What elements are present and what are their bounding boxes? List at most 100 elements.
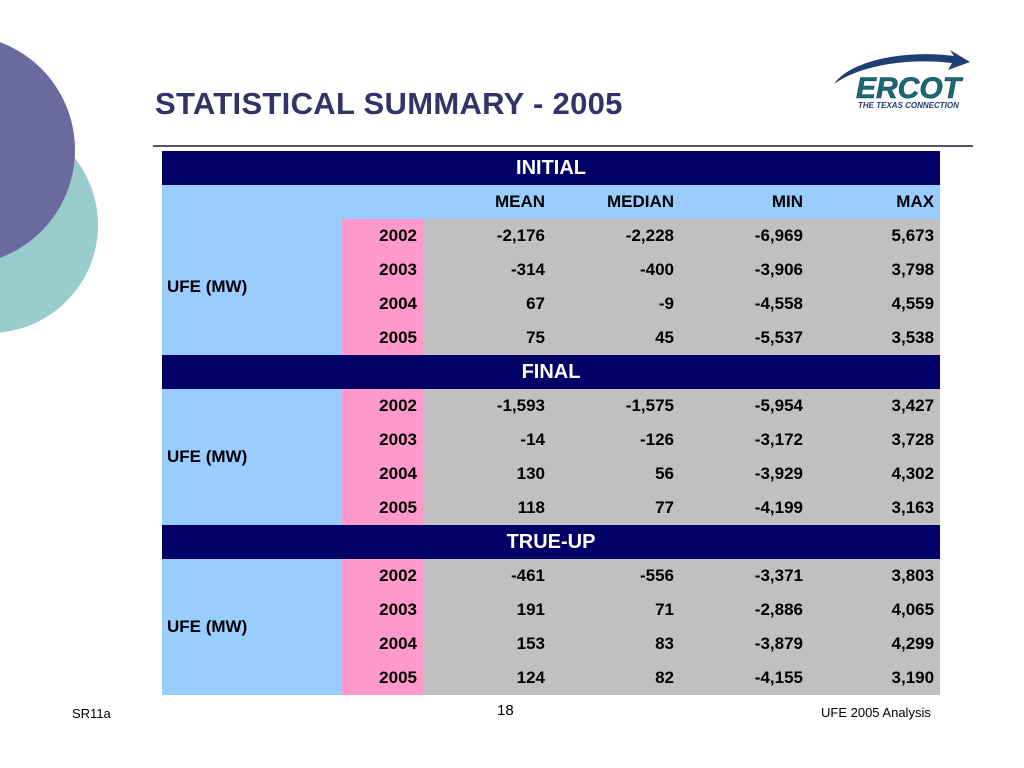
median-cell: -2,228 [551,219,680,253]
median-cell: -400 [551,253,680,287]
section-header-row: TRUE-UP [162,525,941,559]
table-row: 2005 118 77 -4,199 3,163 [162,491,941,525]
min-cell: -5,954 [680,389,809,423]
min-cell: -3,906 [680,253,809,287]
year-cell: 2002 [342,559,423,593]
year-cell: 2003 [342,253,423,287]
mean-cell: -1,593 [423,389,551,423]
year-cell: 2004 [342,627,423,661]
max-cell: 3,728 [809,423,941,457]
footer-title: UFE 2005 Analysis [821,705,931,720]
median-cell: 77 [551,491,680,525]
min-cell: -6,969 [680,219,809,253]
mean-cell: -461 [423,559,551,593]
year-cell: 2002 [342,389,423,423]
max-cell: 4,299 [809,627,941,661]
statistical-summary-table: INITIAL MEAN MEDIAN MIN MAX UFE (MW) 2002 -2,17… [162,151,941,695]
page-number: 18 [497,702,514,719]
max-cell: 3,538 [809,321,941,355]
purple-circle [0,42,75,258]
table-row: 2004 130 56 -3,929 4,302 [162,457,941,491]
median-cell: -556 [551,559,680,593]
section-header-row: INITIAL [162,151,941,185]
max-cell: 4,065 [809,593,941,627]
min-cell: -3,929 [680,457,809,491]
year-cell: 2004 [342,457,423,491]
year-cell: 2004 [342,287,423,321]
mean-cell: 130 [423,457,551,491]
year-cell: 2002 [342,219,423,253]
max-cell: 4,559 [809,287,941,321]
table-row: 2003 191 71 -2,886 4,065 [162,593,941,627]
year-cell: 2003 [342,593,423,627]
table-row: UFE (MW) 2002 -461 -556 -3,371 3,803 [162,559,941,695]
median-cell: 56 [551,457,680,491]
row-label: UFE (MW) [162,559,342,695]
max-cell: 3,798 [809,253,941,287]
table-row: 2004 67 -9 -4,558 4,559 [162,287,941,321]
section-header-row: FINAL [162,355,941,389]
mean-cell: 191 [423,593,551,627]
table-row: 2003 -314 -400 -3,906 3,798 [162,253,941,287]
table-row: UFE (MW) 2002 -1,593 -1,575 -5,954 3,427 [162,389,941,525]
section-title: TRUE-UP [162,525,941,559]
year-header-spacer [342,185,423,219]
table-row: 2005 124 82 -4,155 3,190 [162,661,941,695]
section-title: FINAL [162,355,941,389]
median-cell: -1,575 [551,389,680,423]
mean-cell: 67 [423,287,551,321]
min-cell: -3,879 [680,627,809,661]
table-row: 2005 75 45 -5,537 3,538 [162,321,941,355]
year-cell: 2005 [342,321,423,355]
mean-cell: -2,176 [423,219,551,253]
table-row: 2003 -14 -126 -3,172 3,728 [162,423,941,457]
column-header-row: MEAN MEDIAN MIN MAX [162,185,941,219]
logo-wordmark: ERCOT [856,72,964,105]
ercot-swoosh-icon [834,50,970,84]
row-label-spacer [162,185,342,219]
median-cell: -9 [551,287,680,321]
mean-cell: 118 [423,491,551,525]
ercot-logo: ERCOT [834,50,970,105]
max-cell: 3,803 [809,559,941,593]
decorative-circles [0,42,98,333]
max-cell: 5,673 [809,219,941,253]
max-cell: 3,163 [809,491,941,525]
row-label: UFE (MW) [162,219,342,355]
table-row: UFE (MW) 2002 -2,176 -2,228 -6,969 5,673 [162,219,941,355]
max-cell: 3,190 [809,661,941,695]
median-cell: 83 [551,627,680,661]
column-header-min: MIN [680,185,809,219]
row-label: UFE (MW) [162,389,342,525]
column-header-max: MAX [809,185,941,219]
section-title: INITIAL [162,151,941,185]
min-cell: -2,886 [680,593,809,627]
min-cell: -3,371 [680,559,809,593]
min-cell: -5,537 [680,321,809,355]
slide-code: SR11a [72,706,111,721]
median-cell: 71 [551,593,680,627]
median-cell: 82 [551,661,680,695]
column-header-median: MEDIAN [551,185,680,219]
mean-cell: 75 [423,321,551,355]
year-cell: 2005 [342,491,423,525]
max-cell: 3,427 [809,389,941,423]
mean-cell: -314 [423,253,551,287]
logo-tagline: THE TEXAS CONNECTION [858,101,959,110]
min-cell: -3,172 [680,423,809,457]
mean-cell: 153 [423,627,551,661]
year-cell: 2005 [342,661,423,695]
min-cell: -4,199 [680,491,809,525]
mean-cell: 124 [423,661,551,695]
page-title: STATISTICAL SUMMARY - 2005 [155,86,623,121]
table-row: 2004 153 83 -3,879 4,299 [162,627,941,661]
median-cell: 45 [551,321,680,355]
min-cell: -4,155 [680,661,809,695]
column-header-mean: MEAN [423,185,551,219]
title-divider [153,145,973,147]
mean-cell: -14 [423,423,551,457]
min-cell: -4,558 [680,287,809,321]
median-cell: -126 [551,423,680,457]
year-cell: 2003 [342,423,423,457]
max-cell: 4,302 [809,457,941,491]
